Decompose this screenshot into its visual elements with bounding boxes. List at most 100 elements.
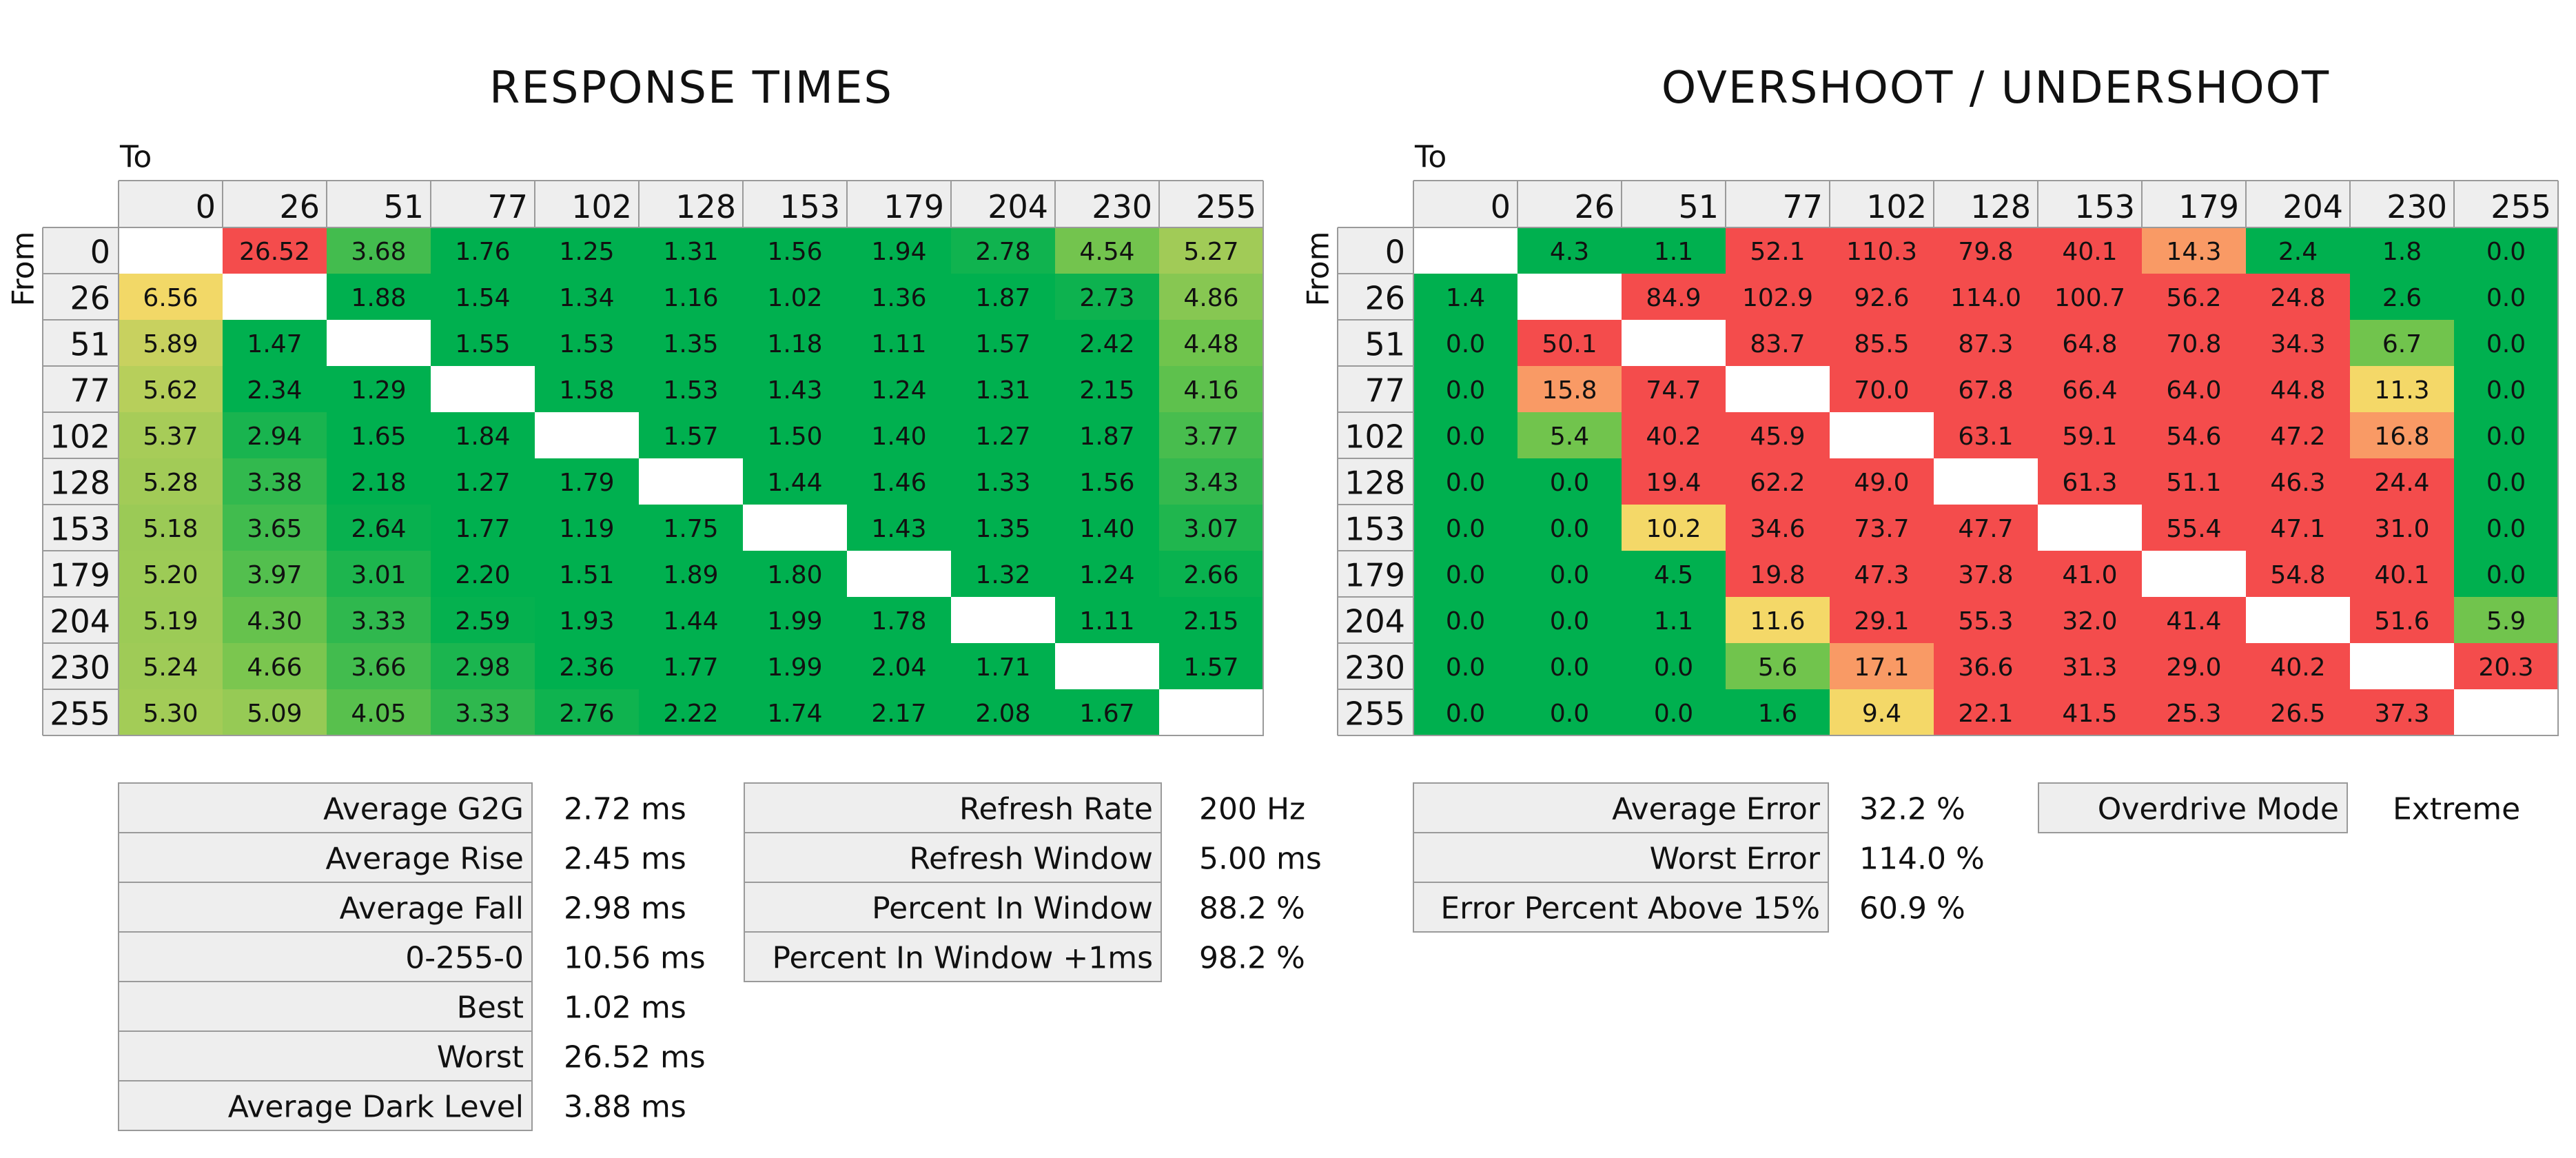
heatmap-cell xyxy=(2454,366,2558,412)
heatmap-cell xyxy=(2038,689,2142,735)
heatmap-cell xyxy=(1413,227,1517,274)
heatmap-cell xyxy=(119,505,223,551)
cell-data-label: 1.84 xyxy=(455,423,510,451)
cell-data-label: 1.40 xyxy=(1079,515,1134,543)
cell-data-label: 19.8 xyxy=(1750,561,1805,589)
cell-data-label: 1.19 xyxy=(559,515,614,543)
heatmap-cell xyxy=(431,320,535,366)
cell-data-label: 1.11 xyxy=(871,330,926,358)
heatmap-cell xyxy=(1413,458,1517,505)
heatmap-cell xyxy=(1413,274,1517,320)
cell-data-label: 5.09 xyxy=(247,700,302,728)
heatmap-cell xyxy=(1622,274,1726,320)
heatmap-cell xyxy=(2142,643,2246,689)
heatmap-cell xyxy=(1517,366,1622,412)
heatmap-cell xyxy=(535,505,639,551)
stat-value: Extreme xyxy=(2393,792,2520,827)
cell-data-label: 37.3 xyxy=(2374,700,2429,728)
heatmap-cell xyxy=(535,274,639,320)
row-tick-label: 0 xyxy=(1385,234,1405,271)
cell-data-label: 85.5 xyxy=(1854,330,1909,358)
heatmap-cell xyxy=(2350,366,2454,412)
heatmap-cell xyxy=(743,366,847,412)
cell-data-label: 0.0 xyxy=(1550,515,1589,543)
heatmap-cell xyxy=(639,551,743,597)
cell-data-label: 1.76 xyxy=(455,238,510,266)
heatmap-cell xyxy=(1055,366,1159,412)
cell-data-label: 92.6 xyxy=(1854,284,1909,312)
heatmap-cell xyxy=(223,227,327,274)
heatmap-cell xyxy=(119,366,223,412)
heatmap-cell xyxy=(223,366,327,412)
heatmap-cell xyxy=(1622,689,1726,735)
heatmap-cell xyxy=(847,505,951,551)
cell-data-label: 1.40 xyxy=(871,423,926,451)
stat-label: Overdrive Mode xyxy=(2098,792,2339,827)
heatmap-cell xyxy=(1726,227,1830,274)
cell-data-label: 1.54 xyxy=(455,284,510,312)
row-tick-label: 255 xyxy=(50,695,110,733)
cell-data-label: 5.27 xyxy=(1183,238,1238,266)
heatmap-cell xyxy=(1159,458,1263,505)
cell-data-label: 47.2 xyxy=(2270,423,2325,451)
heatmap-cell xyxy=(639,366,743,412)
heatmap-cell xyxy=(2246,551,2350,597)
cell-data-label: 4.05 xyxy=(351,700,406,728)
heatmap-cell xyxy=(1055,597,1159,643)
heatmap-cell xyxy=(431,227,535,274)
cell-data-label: 4.5 xyxy=(1654,561,1693,589)
heatmap-cell xyxy=(1159,227,1263,274)
row-tick-label: 204 xyxy=(1345,603,1405,640)
heatmap-cell xyxy=(743,227,847,274)
row-tick-label: 77 xyxy=(1364,372,1405,409)
heatmap-cell xyxy=(431,366,535,412)
cell-data-label: 19.4 xyxy=(1646,469,1701,497)
heatmap-cell xyxy=(327,643,431,689)
cell-data-label: 31.3 xyxy=(2062,653,2117,682)
cell-data-label: 100.7 xyxy=(2054,284,2125,312)
cell-data-label: 24.4 xyxy=(2374,469,2429,497)
heatmap-cell xyxy=(2038,505,2142,551)
stat-value: 32.2 % xyxy=(1859,792,1965,827)
stat-label-box xyxy=(1413,882,1829,933)
heatmap-cell xyxy=(1159,689,1263,735)
heatmap-cell xyxy=(2350,551,2454,597)
heatmap-cell xyxy=(1622,412,1726,458)
heatmap-cell xyxy=(951,320,1055,366)
row-tick-label: 230 xyxy=(1345,649,1405,687)
stat-label-box xyxy=(118,1080,533,1131)
heatmap-cell xyxy=(535,643,639,689)
stat-value: 26.52 ms xyxy=(564,1040,706,1075)
heatmap-cell xyxy=(1830,412,1934,458)
heatmap-cell xyxy=(1622,458,1726,505)
cell-data-label: 1.88 xyxy=(351,284,406,312)
cell-data-label: 0.0 xyxy=(2486,469,2526,497)
heatmap-cell xyxy=(119,412,223,458)
stat-label-box xyxy=(744,931,1162,982)
heatmap-cell xyxy=(327,689,431,735)
cell-data-label: 3.07 xyxy=(1183,515,1238,543)
cell-data-label: 55.4 xyxy=(2166,515,2221,543)
cell-data-label: 1.56 xyxy=(767,238,822,266)
cell-data-label: 29.1 xyxy=(1854,607,1909,636)
cell-data-label: 46.3 xyxy=(2270,469,2325,497)
stat-label: Average Rise xyxy=(326,842,524,877)
cell-data-label: 0.0 xyxy=(1446,469,1485,497)
heatmap-cell xyxy=(535,458,639,505)
cell-data-label: 5.28 xyxy=(143,469,198,497)
cell-data-label: 1.71 xyxy=(975,653,1030,682)
y-axis-label: From xyxy=(1301,231,1336,306)
heatmap-cell xyxy=(847,597,951,643)
cell-data-label: 1.31 xyxy=(975,376,1030,405)
heatmap-cell xyxy=(223,643,327,689)
heatmap-cell xyxy=(2142,227,2246,274)
stat-label: Error Percent Above 15% xyxy=(1440,891,1820,926)
stat-value: 1.02 ms xyxy=(564,991,686,1026)
cell-data-label: 1.43 xyxy=(767,376,822,405)
heatmap-cell xyxy=(327,274,431,320)
cell-data-label: 22.1 xyxy=(1958,700,2013,728)
heatmap-cell xyxy=(743,458,847,505)
heatmap-cell xyxy=(431,643,535,689)
stat-label: Average Error xyxy=(1612,792,1821,827)
cell-data-label: 1.58 xyxy=(559,376,614,405)
